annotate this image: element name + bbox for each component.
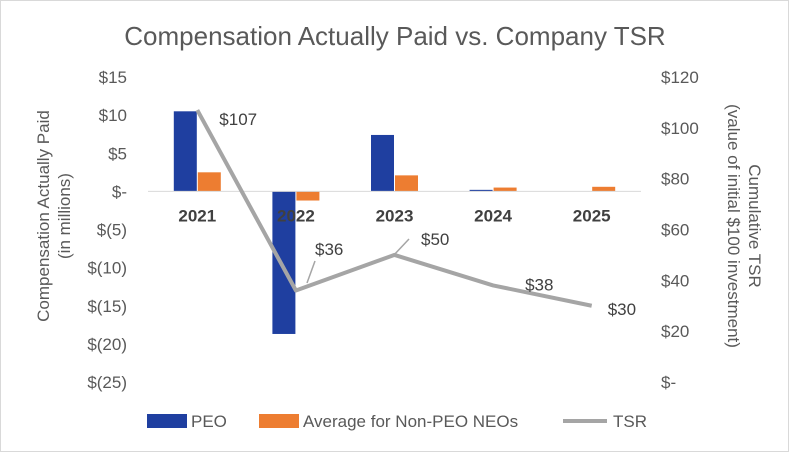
category-label: 2023 — [376, 206, 414, 225]
y2-tick-label: $20 — [661, 322, 689, 341]
y2-axis-ticks: $120 $100 $80 $60 $40 $20 $- — [661, 68, 699, 392]
y-axis-ticks: $15 $10 $5 $- $(5) $(10) $(15) $(20) $(25) — [87, 68, 127, 392]
y2-tick-label: $40 — [661, 271, 689, 290]
y-tick-label: $- — [112, 182, 127, 201]
bar-peo — [371, 134, 394, 192]
tsr-data-label: $38 — [525, 275, 553, 294]
bar-non-peo-neo — [592, 186, 616, 192]
y-tick-label: $(20) — [87, 335, 127, 354]
category-labels: 2021 2022 2023 2024 2025 — [178, 206, 610, 225]
legend: PEO Average for Non-PEO NEOs TSR — [147, 412, 647, 431]
legend-swatch — [259, 414, 299, 428]
bar-peo — [272, 191, 296, 334]
y-tick-label: $(25) — [87, 373, 127, 392]
tsr-line-group: $107 $36 $50 $38 $30 — [195, 109, 636, 319]
legend-label: TSR — [613, 412, 647, 431]
category-label: 2025 — [573, 206, 611, 225]
bar-non-peo-neo — [493, 187, 517, 192]
y-tick-label: $15 — [99, 68, 127, 87]
y-tick-label: $10 — [99, 106, 127, 125]
y-axis-label-sub: (in millions) — [55, 173, 74, 259]
tsr-label-leader — [306, 260, 316, 284]
bar-peo — [469, 189, 493, 192]
bar-non-peo-neo — [296, 191, 320, 201]
tsr-label-leader — [392, 238, 410, 257]
bar-non-peo-neo — [197, 172, 221, 192]
y2-tick-label: $100 — [661, 119, 699, 138]
tsr-data-label: $50 — [421, 230, 449, 249]
legend-swatch — [147, 414, 187, 428]
category-label: 2021 — [178, 206, 216, 225]
tsr-data-label: $36 — [315, 240, 343, 259]
y-tick-label: $(5) — [97, 221, 127, 240]
y-tick-label: $(15) — [87, 297, 127, 316]
category-label: 2022 — [277, 206, 315, 225]
y2-axis-label-sub: (value of initial $100 investment) — [724, 104, 743, 348]
legend-label: Average for Non-PEO NEOs — [303, 412, 518, 431]
y2-tick-label: $60 — [661, 221, 689, 240]
y-tick-label: $5 — [108, 144, 127, 163]
y2-tick-label: $120 — [661, 68, 699, 87]
bars — [173, 111, 616, 334]
y2-axis-label: Cumulative TSR — [745, 164, 764, 287]
chart-title: Compensation Actually Paid vs. Company T… — [124, 21, 665, 51]
bar-peo — [173, 111, 197, 192]
tsr-data-label: $30 — [608, 300, 636, 319]
y2-tick-label: $- — [661, 373, 676, 392]
bar-non-peo-neo — [395, 175, 418, 192]
category-label: 2024 — [474, 206, 512, 225]
legend-label: PEO — [191, 412, 227, 431]
y2-tick-label: $80 — [661, 170, 689, 189]
y-tick-label: $(10) — [87, 259, 127, 278]
tsr-data-label: $107 — [219, 110, 257, 129]
y-axis-label: Compensation Actually Paid — [34, 110, 53, 322]
